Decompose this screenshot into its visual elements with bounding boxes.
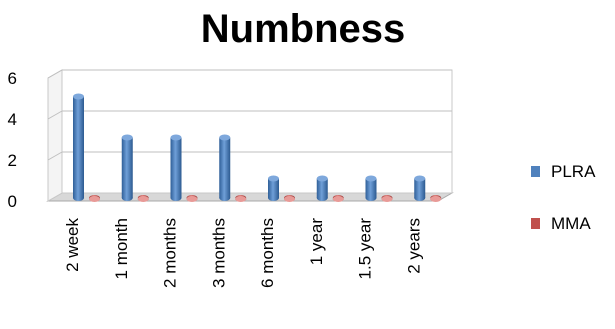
bar-mma-1: [137, 195, 149, 202]
chart-title: Numbness: [201, 7, 406, 51]
bar-plra-0: [73, 93, 84, 201]
bar-top: [73, 93, 84, 100]
bar-base: [170, 195, 182, 201]
legend-swatch-plra: [531, 166, 540, 177]
bar-mma-4: [284, 195, 295, 202]
gridline-side: [47, 110, 63, 120]
bar-top: [219, 134, 231, 141]
y-tick-label: 6: [8, 69, 17, 88]
legend-label-mma: MMA: [551, 214, 591, 233]
bar-plra-6: [365, 175, 377, 201]
bar-body: [365, 178, 377, 198]
x-tick-label: 1 month: [112, 218, 131, 279]
bar-top: [332, 196, 344, 202]
bar-top: [381, 196, 393, 202]
gridline-side: [47, 69, 63, 79]
bar-plra-4: [268, 175, 279, 201]
bar-body: [316, 178, 328, 198]
bar-plra-2: [170, 134, 182, 201]
x-tick-label: 1 year: [307, 218, 326, 266]
x-tick-label: 2 months: [161, 218, 180, 288]
bar-top: [170, 134, 182, 141]
bar-top: [121, 134, 133, 141]
plot-back-wall: [61, 69, 453, 194]
bar-body: [170, 137, 182, 198]
bar-body: [219, 137, 231, 198]
bar-top: [137, 196, 149, 202]
bar-top: [430, 196, 442, 202]
bar-mma-5: [332, 195, 344, 202]
bar-top: [235, 196, 247, 202]
y-tick-label: 4: [8, 110, 17, 129]
bar-base: [268, 195, 279, 201]
bar-body: [121, 137, 133, 198]
legend-swatch-mma: [531, 218, 540, 229]
bar-base: [414, 195, 426, 201]
bar-plra-7: [414, 175, 426, 201]
bar-top: [365, 175, 377, 182]
bar-top: [89, 196, 100, 202]
y-tick-label: 2: [8, 151, 17, 170]
bar-mma-3: [235, 195, 247, 202]
bar-base: [73, 195, 84, 201]
bar-mma-0: [89, 195, 100, 202]
bar-plra-5: [316, 175, 328, 201]
bar-plra-1: [121, 134, 133, 201]
y-tick-label: 0: [8, 192, 17, 211]
bar-body: [268, 178, 279, 198]
bar-top: [316, 175, 328, 182]
bar-plra-3: [219, 134, 231, 201]
bar-top: [284, 196, 295, 202]
legend-label-plra: PLRA: [551, 162, 596, 181]
bar-body: [73, 96, 84, 198]
x-tick-label: 1.5 year: [356, 218, 375, 280]
x-tick-label: 3 months: [209, 218, 228, 288]
bar-mma-6: [381, 195, 393, 202]
bar-mma-2: [186, 195, 198, 202]
bar-base: [316, 195, 328, 201]
bar-base: [121, 195, 133, 201]
bar-base: [219, 195, 231, 201]
plot-side-wall: [47, 69, 63, 202]
bar-top: [186, 196, 198, 202]
gridline-side: [47, 151, 63, 161]
x-tick-label: 6 months: [258, 218, 277, 288]
bar-body: [414, 178, 426, 198]
x-tick-label: 2 years: [404, 218, 423, 274]
bar-mma-7: [430, 195, 442, 202]
x-tick-label: 2 week: [63, 218, 82, 272]
bar-top: [414, 175, 426, 182]
bar-base: [365, 195, 377, 201]
bar-top: [268, 175, 279, 182]
